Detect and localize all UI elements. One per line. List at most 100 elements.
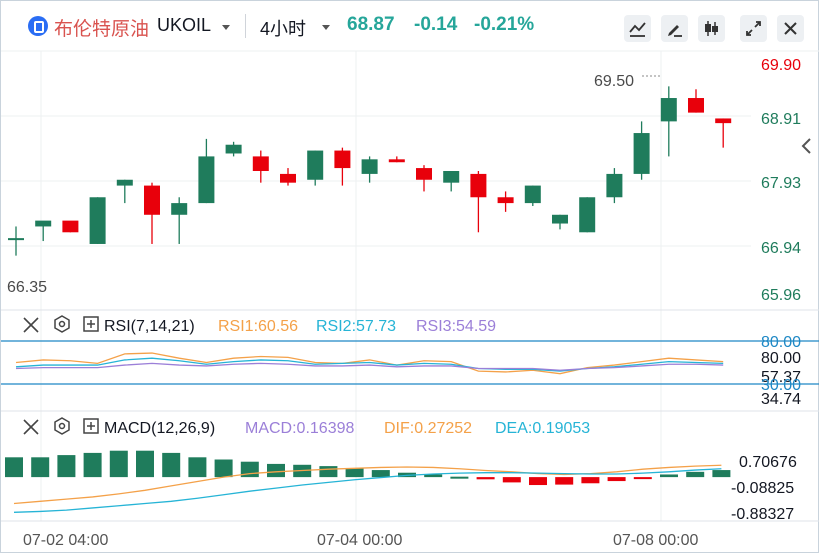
- candle: [443, 170, 460, 192]
- candle: [497, 191, 514, 212]
- candle-body: [633, 133, 650, 174]
- candle: [361, 156, 378, 183]
- rsi3-line: [15, 362, 724, 371]
- candle-body: [198, 156, 215, 204]
- candle: [334, 147, 351, 186]
- close-button[interactable]: [777, 15, 804, 42]
- macd-bar: [188, 457, 207, 478]
- candle-body: [252, 156, 269, 171]
- rsi-expand-icon[interactable]: [83, 316, 99, 332]
- time-tick: 07-04 00:00: [317, 532, 403, 549]
- macd-bar: [555, 477, 574, 485]
- candle: [116, 179, 133, 204]
- candle-body: [116, 179, 133, 186]
- candle-body: [62, 220, 79, 233]
- rsi-title: RSI(7,14,21): [104, 318, 195, 335]
- macd-bar: [712, 470, 731, 478]
- interval-selector[interactable]: 4小时: [260, 19, 307, 39]
- price-tick: 65.96: [761, 287, 801, 304]
- rsi1-line: [15, 352, 724, 375]
- macd-bar: [502, 477, 521, 483]
- candle-body: [171, 203, 188, 215]
- instrument-logo-icon: [28, 16, 48, 36]
- rsi-tick: 57.37: [761, 369, 801, 386]
- symbol-name[interactable]: 布伦特原油: [54, 19, 150, 40]
- candle: [171, 197, 188, 244]
- price-tick: 69.90: [761, 57, 801, 74]
- macd-close-icon[interactable]: [23, 419, 39, 435]
- dif-line: [13, 464, 722, 505]
- dea-line: [13, 468, 722, 513]
- macd-tick: 0.70676: [739, 454, 797, 471]
- candle: [633, 121, 650, 180]
- macd-bar: [450, 476, 469, 479]
- macd-bar: [424, 474, 443, 478]
- symbol-dropdown-icon[interactable]: [222, 25, 230, 30]
- candle: [552, 214, 568, 230]
- candle-body: [35, 220, 52, 227]
- candle: [35, 220, 52, 242]
- macd-tick: -0.08825: [731, 480, 794, 497]
- candle-body: [606, 173, 623, 198]
- macd-bar: [371, 470, 390, 478]
- macd-bar: [214, 459, 233, 478]
- candle-body: [8, 238, 24, 241]
- macd-value: MACD:0.16398: [245, 420, 354, 437]
- candle-body: [225, 144, 242, 154]
- candle-body: [144, 185, 160, 215]
- candle-body: [552, 214, 568, 224]
- macd-bar: [660, 474, 678, 478]
- candle: [144, 182, 160, 244]
- last-price: 68.87: [347, 14, 395, 35]
- price-change: -0.14: [414, 14, 458, 35]
- candle: [524, 185, 541, 207]
- candlestick-series: [8, 86, 732, 256]
- dea-value: DEA:0.19053: [495, 420, 590, 437]
- candle: [606, 168, 623, 204]
- line-chart-icon: [629, 22, 646, 37]
- interval-dropdown-icon[interactable]: [322, 25, 330, 30]
- macd-bar: [136, 450, 154, 478]
- macd-settings-icon[interactable]: [54, 417, 70, 435]
- price-tick: 68.91: [761, 111, 801, 128]
- candle: [470, 170, 487, 233]
- price-tick: 66.94: [761, 240, 801, 257]
- symbol-code[interactable]: UKOIL: [157, 15, 212, 35]
- line-chart-button[interactable]: [624, 15, 651, 42]
- fullscreen-icon: [746, 21, 761, 36]
- macd-bar: [319, 466, 338, 478]
- candle-body: [443, 170, 460, 183]
- dif-value: DIF:0.27252: [384, 420, 472, 437]
- macd-bar: [581, 477, 600, 484]
- candle: [579, 197, 596, 233]
- candle: [89, 197, 106, 244]
- macd-bar: [109, 450, 128, 478]
- rsi1-value: RSI1:60.56: [218, 318, 298, 335]
- candle-body: [524, 185, 541, 204]
- rsi-tick: 30.00: [761, 377, 801, 394]
- collapse-sidebar-icon[interactable]: [796, 134, 816, 158]
- macd-header: MACD(12,26,9) MACD:0.16398 DIF:0.27252 D…: [23, 417, 590, 437]
- rsi-settings-icon[interactable]: [54, 315, 70, 333]
- candle-body: [280, 173, 296, 183]
- candle-style-button[interactable]: [698, 15, 725, 42]
- macd-expand-icon[interactable]: [83, 418, 99, 434]
- candle: [388, 156, 405, 163]
- draw-button[interactable]: [661, 15, 688, 42]
- macd-bar: [31, 457, 50, 478]
- macd-bar: [57, 455, 76, 478]
- price-axis: 69.90 68.91 67.93 66.94 65.96: [761, 57, 801, 304]
- candle: [307, 150, 324, 186]
- candle: [252, 150, 269, 183]
- candle-body: [497, 197, 514, 204]
- rsi3-value: RSI3:54.59: [416, 318, 496, 335]
- rsi-close-icon[interactable]: [23, 317, 39, 333]
- rsi-header: RSI(7,14,21) RSI1:60.56 RSI2:57.73 RSI3:…: [23, 315, 496, 335]
- candle-body: [361, 159, 378, 174]
- candle: [225, 141, 242, 157]
- candle: [688, 89, 704, 113]
- fullscreen-button[interactable]: [740, 15, 767, 42]
- chart-header: 布伦特原油 UKOIL 4小时 68.87 -0.14 -0.21%: [1, 1, 819, 51]
